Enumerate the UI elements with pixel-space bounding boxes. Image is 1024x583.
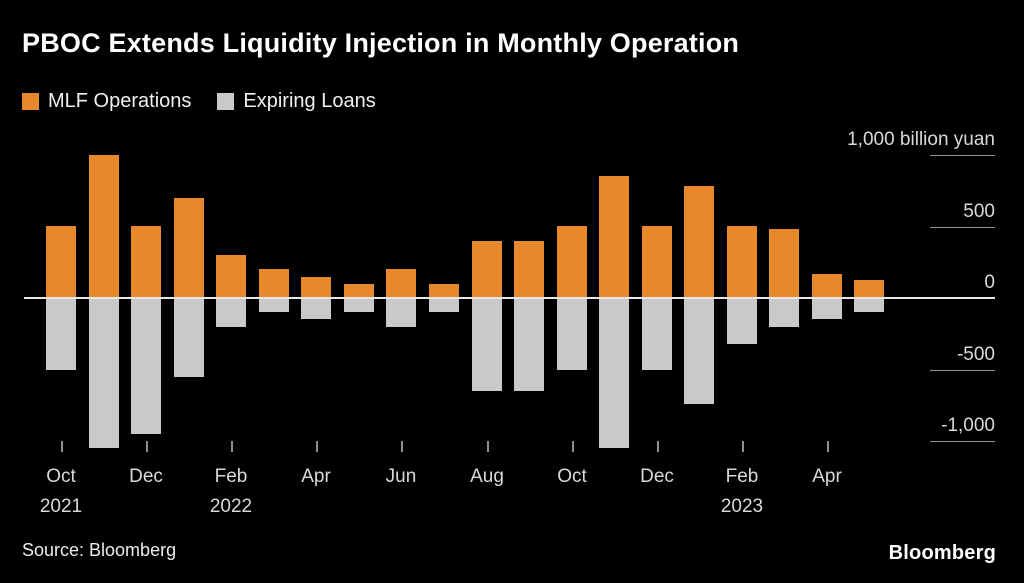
x-axis-tick xyxy=(827,441,829,452)
bar-mlf-operations xyxy=(642,226,672,298)
mlf-operations-swatch-icon xyxy=(22,93,39,110)
legend-item-mlf-operations: MLF Operations xyxy=(22,90,191,113)
x-axis-month: Oct xyxy=(46,466,76,487)
x-axis-tick xyxy=(742,441,744,452)
x-axis-tick xyxy=(401,441,403,452)
x-axis-month: Dec xyxy=(129,466,163,487)
bar-mlf-operations xyxy=(429,284,459,298)
x-axis-label: Feb 2022 xyxy=(186,466,276,519)
x-axis-label: Apr xyxy=(271,466,361,489)
x-axis-label: Aug xyxy=(442,466,532,489)
legend-label-mlf-operations: MLF Operations xyxy=(48,90,192,112)
bar-mlf-operations xyxy=(727,226,757,298)
expiring-loans-swatch-icon xyxy=(217,93,235,110)
x-axis-month: Jun xyxy=(385,466,417,487)
bar-expiring-loans xyxy=(557,298,587,370)
bloomberg-logo: Bloomberg xyxy=(888,542,996,564)
x-axis-label: Jun xyxy=(356,466,446,489)
bar-mlf-operations xyxy=(557,226,587,298)
x-axis-label: Dec xyxy=(612,466,702,489)
bar-expiring-loans xyxy=(599,298,629,448)
x-axis-tick xyxy=(657,441,659,452)
x-axis-label: Feb 2023 xyxy=(697,466,787,519)
bar-expiring-loans xyxy=(174,298,204,377)
x-axis-month: Apr xyxy=(301,466,331,487)
y-gridline-segment xyxy=(930,155,995,156)
x-axis-tick xyxy=(316,441,318,452)
x-axis-month: Oct xyxy=(557,466,587,487)
x-axis-tick xyxy=(231,441,233,452)
zero-axis-line xyxy=(24,297,995,299)
x-axis-label: Dec xyxy=(101,466,191,489)
legend-item-expiring-loans: Expiring Loans xyxy=(217,90,376,113)
x-axis-label: Oct xyxy=(527,466,617,489)
bar-mlf-operations xyxy=(599,176,629,298)
bar-mlf-operations xyxy=(472,241,502,298)
source-note: Source: Bloomberg xyxy=(22,540,177,560)
legend-label-expiring-loans: Expiring Loans xyxy=(243,90,376,112)
bar-mlf-operations xyxy=(301,277,331,298)
y-gridline-segment xyxy=(930,370,995,371)
bar-expiring-loans xyxy=(727,298,757,344)
x-axis-year: 2021 xyxy=(39,495,83,517)
bar-mlf-operations xyxy=(344,284,374,298)
bar-expiring-loans xyxy=(472,298,502,391)
x-axis-month: Dec xyxy=(640,466,674,487)
bar-mlf-operations xyxy=(812,274,842,298)
x-axis-year: 2022 xyxy=(209,495,253,517)
y-axis-label: 0 xyxy=(984,272,995,293)
bar-mlf-operations xyxy=(386,269,416,298)
bar-mlf-operations xyxy=(854,280,884,298)
y-axis-label: -500 xyxy=(956,344,995,365)
bar-expiring-loans xyxy=(344,298,374,312)
x-axis-tick xyxy=(572,441,574,452)
bar-mlf-operations xyxy=(259,269,289,298)
y-gridline-segment xyxy=(930,441,995,442)
bar-expiring-loans xyxy=(514,298,544,391)
bar-expiring-loans xyxy=(429,298,459,312)
x-axis-label: Apr xyxy=(782,466,872,489)
bar-mlf-operations xyxy=(89,155,119,298)
x-axis-month: Feb xyxy=(214,466,248,487)
bar-mlf-operations xyxy=(216,255,246,298)
bar-mlf-operations xyxy=(769,229,799,298)
y-axis-label: 500 xyxy=(963,201,995,222)
x-axis-month: Aug xyxy=(470,466,504,487)
x-axis-tick xyxy=(61,441,63,452)
bar-mlf-operations xyxy=(131,226,161,298)
bar-mlf-operations xyxy=(514,241,544,298)
bar-expiring-loans xyxy=(46,298,76,370)
bar-expiring-loans xyxy=(259,298,289,312)
bar-expiring-loans xyxy=(386,298,416,327)
x-axis-month: Feb xyxy=(725,466,759,487)
bar-expiring-loans xyxy=(769,298,799,327)
x-axis-tick xyxy=(146,441,148,452)
bar-expiring-loans xyxy=(684,298,714,404)
x-axis-tick xyxy=(487,441,489,452)
bar-expiring-loans xyxy=(216,298,246,327)
bar-expiring-loans xyxy=(131,298,161,434)
bar-expiring-loans xyxy=(89,298,119,448)
bar-expiring-loans xyxy=(854,298,884,312)
plot-area xyxy=(46,140,884,460)
bar-expiring-loans xyxy=(301,298,331,319)
x-axis-label: Oct 2021 xyxy=(16,466,106,519)
bar-mlf-operations xyxy=(174,198,204,298)
bar-mlf-operations xyxy=(46,226,76,298)
chart-title: PBOC Extends Liquidity Injection in Mont… xyxy=(22,28,740,58)
y-gridline-segment xyxy=(930,227,995,228)
bar-mlf-operations xyxy=(684,186,714,298)
y-axis-label: 1,000 billion yuan xyxy=(847,129,995,150)
x-axis-year: 2023 xyxy=(720,495,764,517)
bar-expiring-loans xyxy=(812,298,842,319)
y-axis-label: -1,000 xyxy=(941,415,995,436)
x-axis-month: Apr xyxy=(812,466,842,487)
bar-expiring-loans xyxy=(642,298,672,370)
legend: MLF Operations Expiring Loans xyxy=(22,90,376,113)
